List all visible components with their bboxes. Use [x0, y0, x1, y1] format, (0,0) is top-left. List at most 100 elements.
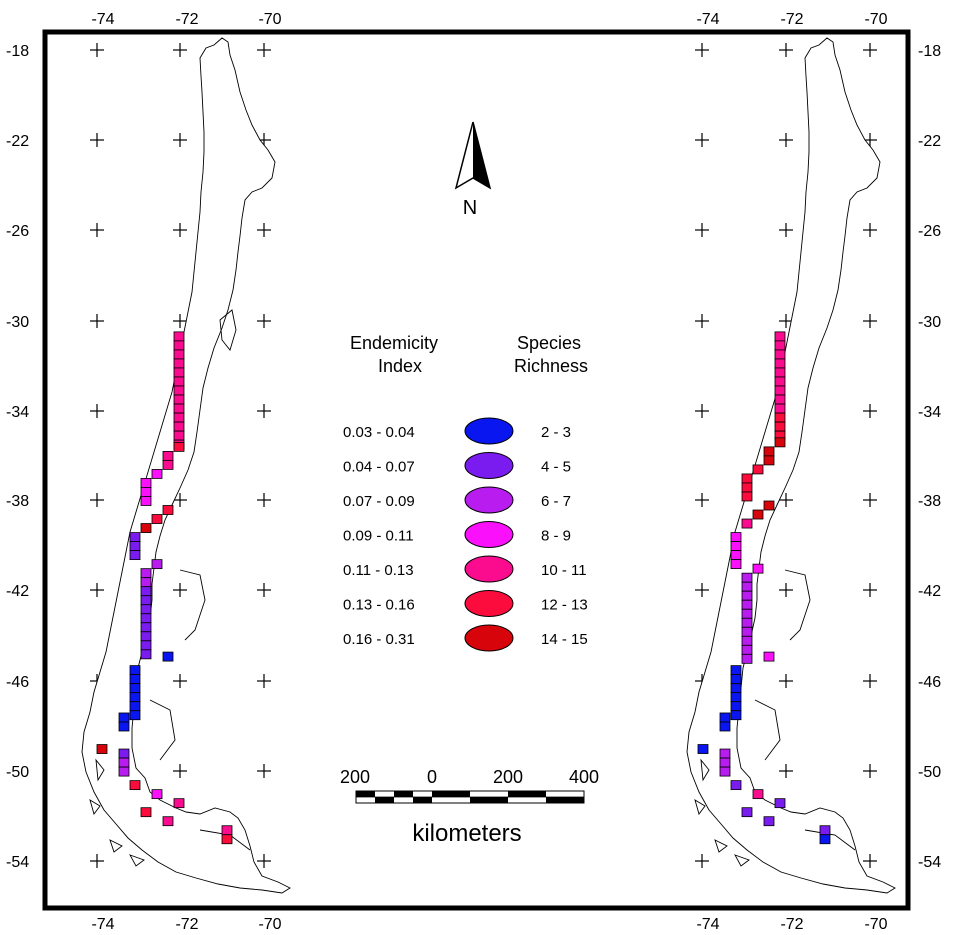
grid-cell — [173, 798, 185, 809]
grid-cell — [129, 780, 141, 791]
grid-cell — [96, 744, 108, 754]
legend-richness-value: 10 - 11 — [541, 562, 587, 579]
graticule-cross — [90, 223, 104, 237]
graticule-cross — [695, 493, 709, 507]
legend-endemicity-value: 0.07 - 0.09 — [343, 493, 415, 510]
grid-cell — [162, 651, 174, 662]
legend-swatch — [464, 521, 514, 548]
grid-cell — [719, 757, 731, 768]
grid-cell — [140, 807, 152, 818]
grid-cell — [741, 491, 753, 502]
grid-cell — [173, 412, 185, 423]
grid-cell — [162, 816, 174, 827]
graticule-cross — [695, 314, 709, 328]
grid-cell — [118, 748, 130, 759]
grid-cell — [730, 559, 742, 570]
grid-cell — [697, 744, 709, 754]
lat-left-38: -38 — [6, 493, 29, 510]
grid-cell — [140, 496, 152, 506]
grid-cell — [129, 692, 141, 703]
grid-cell — [741, 581, 753, 592]
grid-cell — [173, 376, 185, 387]
grid-cell — [774, 421, 786, 432]
grid-cell — [129, 710, 141, 721]
graticule-cross — [695, 583, 709, 597]
scale-unit: kilometers — [412, 820, 521, 847]
graticule-cross — [779, 133, 793, 147]
legend-richness-value: 4 - 5 — [541, 459, 571, 476]
lat-left-22: -22 — [6, 133, 29, 150]
lat-left-54: -54 — [6, 854, 29, 871]
lat-left-30: -30 — [6, 314, 29, 331]
grid-cell — [774, 349, 786, 360]
lat-left-34: -34 — [6, 404, 29, 421]
legend-endemicity-value: 0.09 - 0.11 — [343, 528, 414, 545]
grid-cell — [741, 590, 753, 601]
graticule-cross — [863, 854, 877, 868]
scale-seg — [508, 791, 546, 797]
grid-cell — [730, 532, 742, 542]
graticule-cross — [90, 314, 104, 328]
bottom-left-lon-72: -72 — [175, 916, 198, 933]
legend-richness-value: 2 - 3 — [541, 424, 571, 441]
grid-cell — [118, 766, 130, 777]
grid-cell — [129, 532, 141, 542]
right-map-chile-outline — [686, 37, 896, 894]
graticule-cross — [779, 583, 793, 597]
graticule-cross — [695, 43, 709, 57]
grid-cell — [730, 710, 742, 721]
graticule-cross — [863, 764, 877, 778]
grid-cell — [752, 509, 764, 520]
graticule-cross — [695, 133, 709, 147]
grid-cell — [774, 331, 786, 342]
grid-cell — [118, 757, 130, 768]
grid-cell — [129, 683, 141, 694]
graticule-cross — [779, 493, 793, 507]
grid-cell — [221, 825, 233, 836]
graticule-cross — [257, 404, 271, 418]
grid-cell — [162, 460, 174, 470]
legend-endemicity-value: 0.11 - 0.13 — [343, 562, 414, 579]
grid-cell — [173, 403, 185, 414]
grid-cell — [173, 441, 185, 452]
left-map-chile-outline — [81, 37, 291, 894]
grid-cell — [140, 640, 152, 651]
grid-cell — [118, 712, 130, 723]
scale-bar: 200 0 200 400 kilometers — [340, 767, 599, 847]
legend-swatch — [464, 486, 514, 514]
legend-endemicity-value: 0.03 - 0.04 — [343, 424, 415, 441]
graticule-crosses — [90, 43, 877, 868]
grid-cell — [741, 482, 753, 493]
top-right-lon-74: -74 — [696, 11, 719, 28]
graticule-cross — [173, 674, 187, 688]
grid-cell — [774, 437, 786, 448]
grid-cell — [774, 358, 786, 369]
graticule-cross — [173, 764, 187, 778]
bottom-right-lon-74: -74 — [696, 916, 719, 933]
grid-cell — [774, 340, 786, 351]
graticule-cross — [695, 223, 709, 237]
grid-cell — [774, 376, 786, 387]
legend: Endemicity Index Species Richness 0.03 -… — [343, 333, 588, 652]
grid-cell — [741, 653, 753, 664]
grid-cell — [140, 523, 152, 533]
right-latitude-labels: -18 -22 -26 -30 -34 -38 -42 -46 -50 -54 — [918, 43, 941, 871]
legend-swatch — [464, 555, 514, 583]
grid-cell — [741, 473, 753, 484]
grid-cell — [819, 825, 831, 836]
grid-cell — [741, 635, 753, 646]
bottom-right-lon-70: -70 — [864, 916, 887, 933]
scale-tick-400: 400 — [569, 767, 599, 787]
legend-richness-value: 8 - 9 — [541, 528, 571, 545]
grid-cell — [741, 599, 753, 610]
grid-cell — [752, 789, 764, 800]
lat-left-42: -42 — [6, 583, 29, 600]
lat-right-26: -26 — [918, 223, 941, 240]
grid-cell — [741, 626, 753, 637]
grid-cell — [173, 385, 185, 396]
grid-cell — [763, 446, 775, 457]
bottom-right-lon-72: -72 — [780, 916, 803, 933]
graticule-cross — [257, 674, 271, 688]
grid-cell — [752, 563, 764, 574]
legend-endemicity-value: 0.04 - 0.07 — [343, 459, 415, 476]
